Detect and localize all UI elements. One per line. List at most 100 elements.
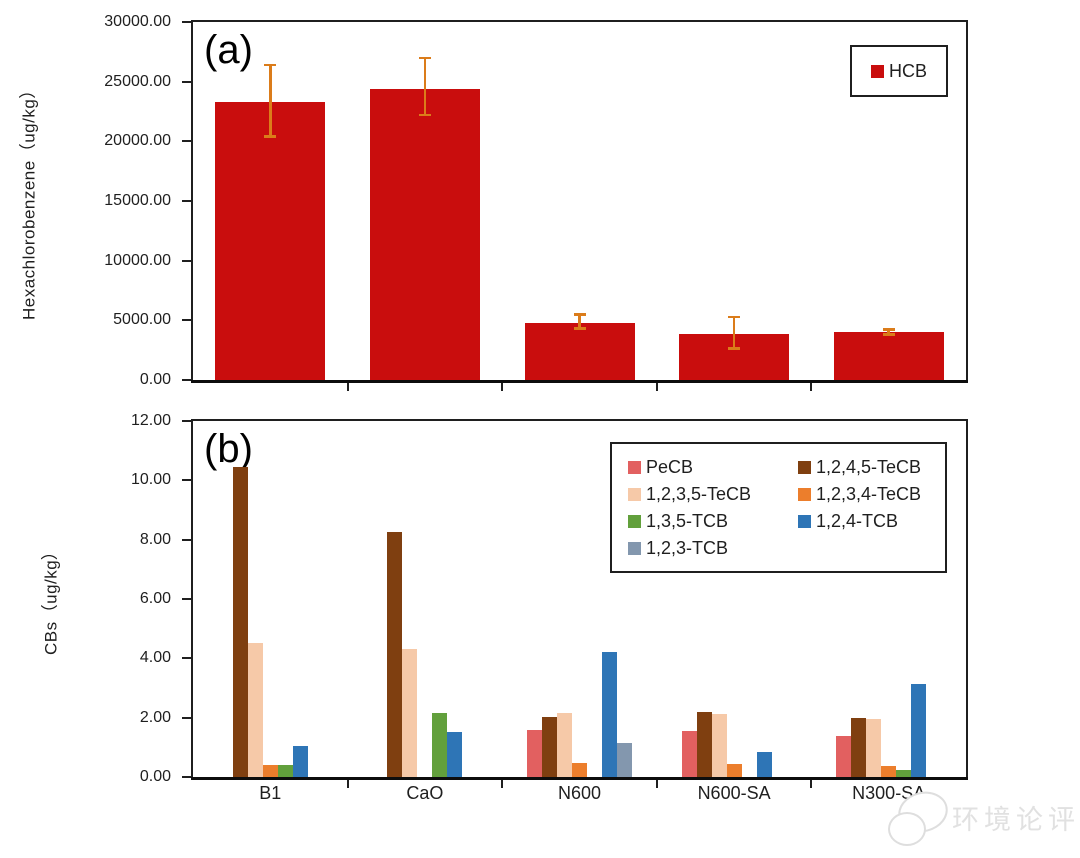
y-tick: [182, 538, 191, 541]
legend-item-PeCB: PeCB: [628, 457, 798, 478]
y-tick: [182, 716, 191, 719]
y-tick-label: 12.00: [130, 412, 171, 429]
plot-border-right: [966, 419, 968, 779]
plot-border-right: [966, 20, 968, 382]
legend-item-1,2,3-TCB: 1,2,3-TCB: [628, 538, 798, 559]
plot-area-b: [193, 421, 966, 777]
x-tick: [346, 780, 349, 788]
x-tick: [346, 383, 349, 391]
bar-1,2,3,5-TeCB-N600: [557, 712, 572, 777]
error-bar-cap-top: [882, 328, 895, 331]
watermark-text: 环境论评: [952, 805, 1080, 835]
bar-1,3,5-TCB-N300-SA: [896, 769, 912, 777]
error-bar-cap-top: [264, 63, 277, 67]
bar-1,2,4,5-TeCB-B1: [232, 466, 248, 777]
bar-1,2,3,5-TeCB-N600-SA: [711, 714, 727, 777]
error-bar-cap-top: [573, 313, 586, 316]
x-category-label: CaO: [406, 783, 444, 803]
bar-HCB-N600: [524, 322, 635, 380]
bar-1,3,5-TCB-CaO: [432, 712, 448, 777]
legend-item-1,3,5-TCB: 1,3,5-TCB: [628, 511, 798, 532]
y-tick-label: 10000.00: [104, 251, 171, 269]
error-bar: [423, 57, 427, 116]
bar-1,2,4-TCB-N300-SA: [911, 684, 927, 777]
error-bar-cap-top: [728, 315, 741, 319]
y-tick-label: 20000.00: [104, 132, 171, 150]
y-tick: [182, 479, 191, 482]
y-tick-label: 4.00: [139, 649, 171, 667]
plot-border-top: [191, 419, 968, 421]
error-bar-cap-top: [418, 56, 431, 60]
plot-area-a: [193, 22, 966, 380]
legend-item-1,2,3,4-TeCB: 1,2,3,4-TeCB: [798, 484, 948, 505]
y-axis-line: [191, 421, 193, 777]
legend-label: 1,2,3,5-TeCB: [646, 483, 752, 504]
x-tick: [501, 780, 504, 788]
error-bar: [887, 329, 890, 335]
bar-1,2,4-TCB-N600: [602, 652, 617, 777]
y-tick: [182, 259, 191, 262]
y-tick: [182, 21, 191, 23]
y-tick-label: 0.00: [139, 768, 171, 785]
error-bar: [578, 314, 581, 329]
y-tick: [182, 598, 191, 600]
legend-swatch-icon: [628, 487, 641, 501]
y-tick-label: 15000.00: [104, 192, 171, 209]
bar-PeCB-N600: [527, 730, 542, 777]
y-tick-label: 25000.00: [104, 72, 171, 90]
legend-label: 1,2,4,5-TeCB: [816, 456, 922, 477]
bar-1,2,3,4-TeCB-N600-SA: [726, 763, 742, 777]
legend-item-1,2,3,5-TeCB: 1,2,3,5-TeCB: [628, 484, 798, 505]
bar-1,2,3,5-TeCB-CaO: [402, 649, 418, 777]
y-tick: [182, 319, 191, 322]
plot-border-top: [191, 20, 968, 22]
x-tick: [810, 383, 813, 391]
legend-label: HCB: [888, 60, 927, 81]
bar-1,2,4,5-TeCB-N600-SA: [696, 712, 712, 777]
y-tick-label: 2.00: [139, 708, 171, 726]
y-tick: [182, 379, 191, 381]
bar-1,2,3,4-TeCB-B1: [262, 765, 278, 777]
error-bar-cap-bottom: [264, 135, 277, 138]
error-bar-cap-bottom: [882, 333, 895, 336]
legend-swatch-icon: [798, 487, 811, 501]
legend-swatch-icon: [628, 541, 641, 555]
legend-a: HCB: [850, 45, 948, 97]
y-axis-label-a: Hexachlorobenzene（ug/kg）: [19, 81, 39, 321]
bar-PeCB-N300-SA: [836, 736, 852, 777]
y-tick: [182, 420, 191, 422]
bar-1,2,3,5-TeCB-N300-SA: [866, 718, 882, 777]
panel-label-a: (a): [204, 28, 253, 72]
bar-1,2,3,4-TeCB-N300-SA: [881, 766, 897, 777]
bar-HCB-B1: [215, 101, 326, 380]
legend-label: 1,2,4-TCB: [816, 510, 899, 531]
legend-swatch-icon: [798, 514, 811, 528]
error-bar: [732, 316, 736, 349]
x-category-label: N600: [557, 783, 602, 803]
bar-1,3,5-TCB-B1: [277, 765, 293, 777]
y-tick: [182, 140, 191, 143]
bar-PeCB-N600-SA: [681, 731, 697, 777]
y-axis-line: [191, 22, 193, 380]
bar-HCB-CaO: [369, 88, 480, 380]
y-tick-label: 30000.00: [104, 13, 171, 30]
error-bar-cap-bottom: [418, 113, 431, 117]
legend-swatch-icon: [870, 64, 884, 78]
x-axis-line: [191, 777, 968, 780]
x-tick: [655, 780, 658, 788]
y-tick-label: 6.00: [139, 590, 171, 607]
y-tick: [182, 776, 191, 778]
bar-1,2,4,5-TeCB-N600: [542, 717, 557, 777]
error-bar-cap-bottom: [728, 347, 741, 350]
x-category-label: B1: [259, 783, 282, 803]
bar-1,2,3,4-TeCB-N600: [572, 763, 587, 777]
bar-HCB-N300-SA: [833, 332, 944, 380]
y-tick: [182, 200, 191, 202]
y-tick-label: 10.00: [130, 471, 171, 489]
legend-swatch-icon: [798, 460, 811, 474]
x-category-label: N600-SA: [697, 783, 771, 803]
error-bar-cap-bottom: [573, 327, 586, 330]
bar-1,2,4-TCB-CaO: [447, 731, 463, 777]
legend-swatch-icon: [628, 460, 641, 474]
error-bar: [269, 64, 272, 137]
